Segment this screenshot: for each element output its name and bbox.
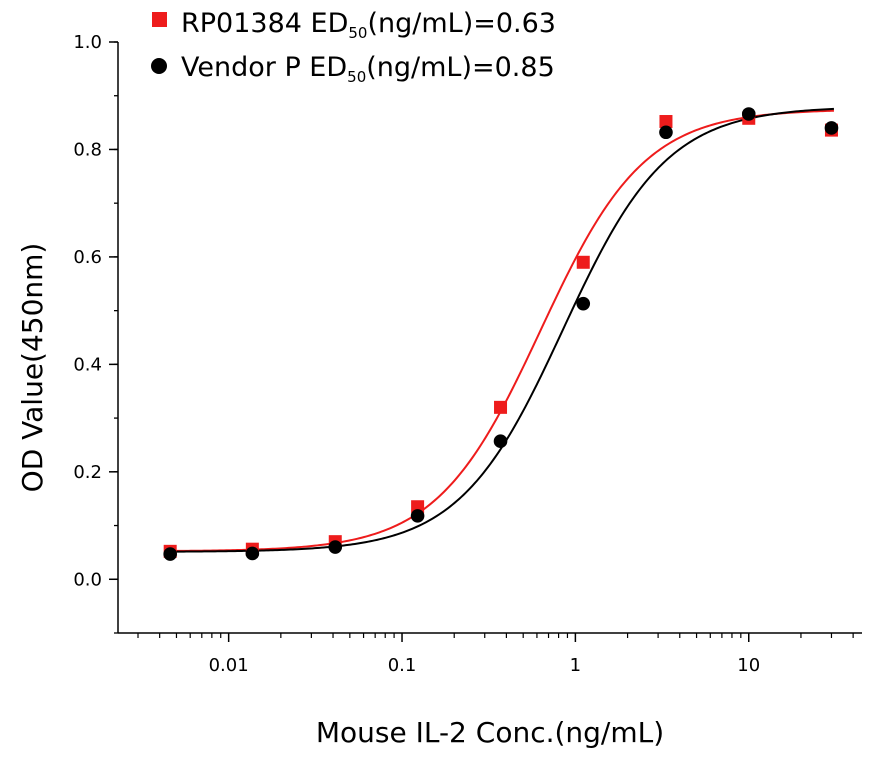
data-points [163,107,839,561]
y-tick-label: 0.2 [73,462,102,483]
y-tick-label: 0.4 [73,354,102,375]
x-tick-label: 0.1 [388,655,417,676]
legend-label-main: RP01384 ED [181,8,348,39]
x-tick-label: 10 [737,655,760,676]
legend-label-main: Vendor P ED [181,52,347,83]
axes [117,42,862,634]
legend-marker-vendor-p [151,58,167,74]
y-tick-label: 0.8 [73,139,102,160]
legend-label-subscript: 50 [347,68,366,86]
data-point-vendor-p [163,547,177,561]
fit-curves [168,107,834,553]
y-axis-title: OD Value(450nm) [16,243,49,493]
y-tick-label: 0.6 [73,247,102,268]
data-point-vendor-p [741,107,756,121]
data-point-vendor-p [493,434,508,448]
legend-label-vendor-p: Vendor P ED50(ng/mL)=0.85 [181,52,555,86]
data-point-vendor-p [245,546,260,561]
legend-marker-rp01384 [152,12,167,27]
legend-label-tail: (ng/mL)=0.63 [367,8,556,39]
legend-label-subscript: 50 [348,24,367,42]
data-point-rp01384 [494,400,508,414]
data-point-vendor-p [824,121,839,135]
data-point-rp01384 [659,115,673,129]
fit-curve-vendor-p [168,107,834,553]
fit-curve-rp01384 [168,109,834,552]
x-axis-ticks: 0.01 0.1 1 10 [137,633,854,676]
data-point-vendor-p [410,509,425,523]
data-point-vendor-p [576,296,591,311]
y-tick-label: 1.0 [73,32,102,53]
x-tick-label: 1 [570,655,581,676]
x-tick-label: 0.01 [209,655,249,676]
legend: RP01384 ED50(ng/mL)=0.63 Vendor P ED50(n… [151,8,556,86]
x-axis-title: Mouse IL-2 Conc.(ng/mL) [316,716,664,749]
legend-label-rp01384: RP01384 ED50(ng/mL)=0.63 [181,8,556,42]
data-point-rp01384 [576,255,590,269]
data-point-vendor-p [328,540,343,554]
y-tick-label: 0.0 [73,569,102,590]
y-axis-ticks: 0.0 0.2 0.4 0.6 0.8 1.0 [73,32,118,634]
legend-label-tail: (ng/mL)=0.85 [366,52,555,83]
data-point-vendor-p [659,125,673,140]
